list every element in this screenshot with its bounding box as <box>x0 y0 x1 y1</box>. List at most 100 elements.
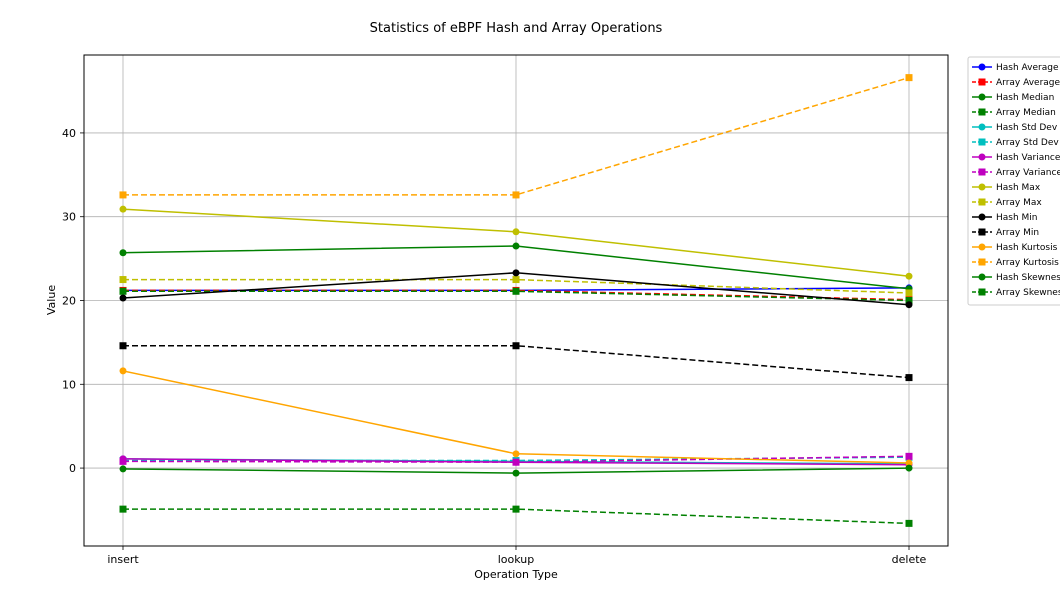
data-point <box>512 287 520 295</box>
legend-marker <box>978 273 986 281</box>
data-point <box>119 342 127 350</box>
legend-item: Hash Skewness <box>972 273 1060 283</box>
legend-item: Array Kurtosis <box>972 258 1059 268</box>
data-point <box>119 367 127 375</box>
legend-label: Array Skewness <box>996 288 1060 298</box>
series <box>119 367 913 467</box>
chart-title: Statistics of eBPF Hash and Array Operat… <box>370 21 663 36</box>
y-tick-label: 20 <box>62 295 76 308</box>
legend: Hash Average Array Average Hash Median Arra… <box>967 56 1060 306</box>
grid <box>84 55 948 546</box>
legend-item: Hash Average <box>972 63 1059 73</box>
legend-item: Array Min <box>972 228 1039 238</box>
legend-marker <box>978 153 986 161</box>
data-point <box>512 228 520 236</box>
data-point <box>119 505 127 513</box>
legend-item: Hash Std Dev <box>972 123 1058 133</box>
data-point <box>905 374 913 382</box>
x-axis-label: Operation Type <box>474 568 558 581</box>
series <box>119 269 913 309</box>
legend-marker <box>978 108 986 116</box>
data-point <box>119 465 127 473</box>
data-point <box>512 450 520 458</box>
legend-item: Hash Variance <box>972 153 1060 163</box>
data-point <box>512 191 520 199</box>
data-point <box>119 205 127 213</box>
data-point <box>512 458 520 466</box>
legend-marker <box>978 183 986 191</box>
legend-label: Hash Variance <box>996 153 1060 163</box>
legend-item: Hash Min <box>972 213 1038 223</box>
legend-label: Hash Max <box>996 183 1041 193</box>
legend-item: Array Max <box>972 198 1042 208</box>
series <box>119 276 913 297</box>
data-point <box>905 297 913 304</box>
legend-label: Array Min <box>996 228 1039 238</box>
legend-label: Hash Skewness <box>996 273 1060 283</box>
series <box>119 205 913 280</box>
y-tick-label: 0 <box>69 462 76 475</box>
series <box>119 505 913 527</box>
y-tick-label: 40 <box>62 127 76 140</box>
legend-marker <box>978 288 986 296</box>
legend-item: Array Variance <box>972 168 1060 178</box>
legend-marker <box>978 243 986 251</box>
legend-label: Array Std Dev <box>996 138 1059 148</box>
legend-label: Hash Average <box>996 63 1059 73</box>
data-point <box>905 301 913 309</box>
legend-item: Hash Max <box>972 183 1041 193</box>
legend-label: Hash Kurtosis <box>996 243 1058 253</box>
legend-label: Hash Median <box>996 93 1054 103</box>
legend-label: Array Variance <box>996 168 1060 178</box>
series <box>119 464 913 477</box>
legend-item: Array Std Dev <box>972 138 1059 148</box>
data-point <box>512 505 520 513</box>
legend-marker <box>978 258 986 266</box>
series-layer <box>119 74 913 527</box>
legend-label: Array Kurtosis <box>996 258 1059 268</box>
legend-item: Hash Kurtosis <box>972 243 1058 253</box>
data-point <box>512 242 520 250</box>
data-point <box>512 342 520 350</box>
x-tick-label: insert <box>107 553 139 566</box>
legend-marker <box>978 228 986 236</box>
data-point <box>119 287 127 295</box>
series <box>119 342 913 382</box>
data-point <box>512 469 520 477</box>
data-point <box>905 74 913 82</box>
data-point <box>119 294 127 302</box>
legend-label: Array Max <box>996 198 1042 208</box>
legend-marker <box>978 123 986 131</box>
legend-marker <box>978 63 986 71</box>
data-point <box>119 457 127 465</box>
legend-item: Array Average <box>972 78 1060 88</box>
y-tick-label: 30 <box>62 211 76 224</box>
data-point <box>119 249 127 257</box>
series-line <box>122 455 910 463</box>
data-point <box>905 289 913 297</box>
data-point <box>512 269 520 277</box>
data-point <box>905 452 913 460</box>
legend-marker <box>978 168 986 176</box>
legend-marker <box>978 138 986 146</box>
ticks: insert lookup delete 0 10 20 30 40 <box>62 127 927 566</box>
data-point <box>905 519 913 527</box>
legend-item: Array Skewness <box>972 288 1060 298</box>
data-point <box>512 276 520 284</box>
legend-marker <box>978 93 986 101</box>
legend-label: Hash Std Dev <box>996 123 1058 133</box>
data-point <box>905 464 913 472</box>
legend-label: Array Median <box>996 108 1056 118</box>
legend-marker <box>978 78 986 86</box>
legend-marker <box>978 198 986 206</box>
data-point <box>905 459 913 467</box>
data-point <box>905 272 913 280</box>
data-point <box>119 191 127 199</box>
legend-box <box>967 56 1060 306</box>
y-tick-label: 10 <box>62 378 76 391</box>
legend-item: Hash Median <box>972 93 1054 103</box>
legend-item: Array Median <box>972 108 1056 118</box>
series <box>119 452 913 466</box>
x-tick-label: delete <box>892 553 927 566</box>
